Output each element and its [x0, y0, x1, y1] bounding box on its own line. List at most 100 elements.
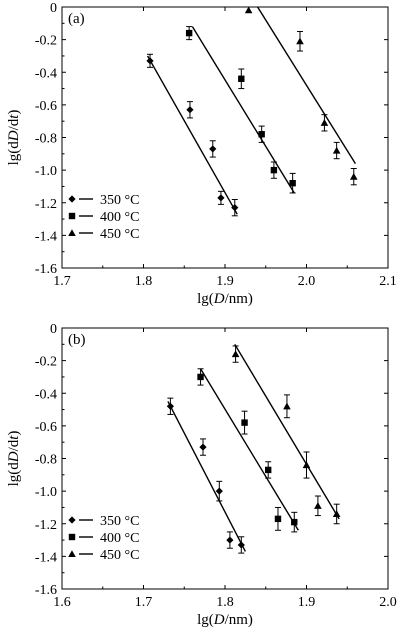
fit-line: [257, 6, 356, 164]
series-triangle: [231, 343, 341, 525]
data-point: [226, 536, 234, 544]
data-point: [186, 106, 194, 114]
legend-marker: [68, 212, 76, 220]
data-point: [291, 518, 298, 526]
x-axis-title-part: /nm): [225, 612, 253, 628]
y-axis-title-part: t: [6, 114, 22, 119]
y-axis-title-part: lg(d: [6, 462, 22, 487]
y-axis-title-part: /d: [6, 439, 22, 451]
x-axis-title-part: lg(: [197, 612, 214, 628]
data-point: [197, 373, 204, 381]
data-point: [231, 204, 239, 212]
y-tick-label: -0.6: [35, 420, 57, 435]
data-point: [258, 131, 265, 138]
data-point: [199, 443, 207, 451]
y-tick-label: -0.4: [35, 66, 57, 81]
data-point: [215, 487, 223, 495]
data-point: [166, 402, 174, 410]
legend-label: 400 °C: [100, 531, 139, 546]
data-point: [237, 541, 245, 549]
x-axis-title: lg(D/nm): [197, 612, 253, 628]
y-axis-title-part: /d: [6, 118, 22, 130]
fit-line: [199, 368, 299, 531]
y-tick-label: -0.8: [35, 453, 57, 468]
panel-label: (a): [68, 11, 85, 27]
data-point: [314, 502, 322, 509]
data-point: [332, 510, 341, 518]
legend-label: 450 °C: [100, 548, 139, 563]
legend-entry: 350 °C: [68, 514, 139, 529]
x-axis-title-part: D: [213, 291, 225, 307]
data-point: [238, 75, 245, 82]
panel-label: (b): [68, 332, 86, 348]
y-tick-label: -0.6: [35, 99, 57, 114]
data-point: [274, 515, 282, 523]
x-axis-title-part: lg(: [197, 291, 214, 307]
data-point: [209, 145, 217, 153]
y-tick-label: -1.4: [35, 550, 57, 565]
legend-marker: [68, 550, 76, 558]
data-point: [283, 402, 291, 410]
fit-line: [191, 26, 295, 194]
chart-panel-a: 1.7 1.8 1.9 2.0 2.1 0 -0.2 -0.4 -0.6 -0.8 -1.0 -1.2…: [6, 1, 397, 307]
legend-marker: [68, 533, 76, 541]
y-axis-title: lg(dD/dt): [6, 110, 22, 166]
legend-entry: 450 °C: [68, 227, 139, 242]
fit-line: [146, 55, 238, 215]
legend-marker: [68, 229, 76, 237]
y-axis-title-part: D: [6, 130, 22, 142]
legend-entry: 350 °C: [68, 193, 139, 208]
data-point: [244, 6, 253, 14]
data-point: [349, 172, 358, 180]
legend-marker: [68, 516, 76, 524]
y-tick-label: -0.2: [35, 355, 57, 370]
y-axis-title-part: D: [6, 451, 22, 463]
y-tick-label: -1.0: [35, 164, 57, 179]
series-square: [197, 368, 299, 533]
data-point: [185, 29, 193, 37]
x-tick-label: 1.9: [216, 274, 234, 289]
series-triangle: [244, 6, 358, 186]
series-diamond: [166, 397, 246, 554]
legend-entry: 400 °C: [68, 531, 139, 546]
legend-label: 400 °C: [100, 210, 139, 225]
x-axis-title: lg(D/nm): [197, 291, 253, 307]
legend-entry: 450 °C: [68, 548, 139, 563]
y-tick-label: -1.0: [35, 485, 57, 500]
y-tick-label: -0.4: [35, 387, 57, 402]
y-tick-label: -0.2: [35, 34, 57, 49]
legend-label: 350 °C: [100, 514, 139, 529]
x-tick-label: 1.6: [53, 595, 71, 610]
data-point: [231, 350, 240, 358]
data-point: [320, 119, 329, 126]
y-tick-label: -1.2: [35, 518, 57, 533]
x-tick-label: 2.0: [379, 595, 397, 610]
x-axis-title-part: D: [213, 612, 225, 628]
x-tick-label: 1.8: [135, 274, 153, 289]
y-tick-label: -1.6: [35, 262, 57, 277]
data-point: [302, 461, 311, 469]
data-point: [264, 466, 272, 474]
y-tick-label: 0: [50, 322, 57, 337]
y-tick-label: -0.8: [35, 132, 57, 147]
legend-label: 350 °C: [100, 193, 139, 208]
y-tick-label: 0: [50, 1, 57, 16]
y-tick-label: -1.2: [35, 197, 57, 212]
x-axis-title-part: /nm): [225, 291, 253, 307]
data-point: [241, 419, 248, 426]
x-tick-label: 1.8: [216, 595, 234, 610]
legend-marker: [68, 195, 76, 203]
fit-line: [234, 343, 340, 520]
data-point: [296, 37, 304, 45]
y-tick-label: -1.6: [35, 583, 57, 598]
y-axis-title-part: lg(d: [6, 141, 22, 166]
series-diamond: [146, 53, 239, 217]
y-tick-label: -1.4: [35, 229, 57, 244]
data-point: [270, 166, 278, 174]
y-axis-title-part: ): [6, 110, 22, 115]
legend-entry: 400 °C: [68, 210, 139, 225]
fit-line: [167, 401, 246, 552]
x-tick-label: 1.7: [135, 595, 153, 610]
data-point: [217, 194, 225, 202]
